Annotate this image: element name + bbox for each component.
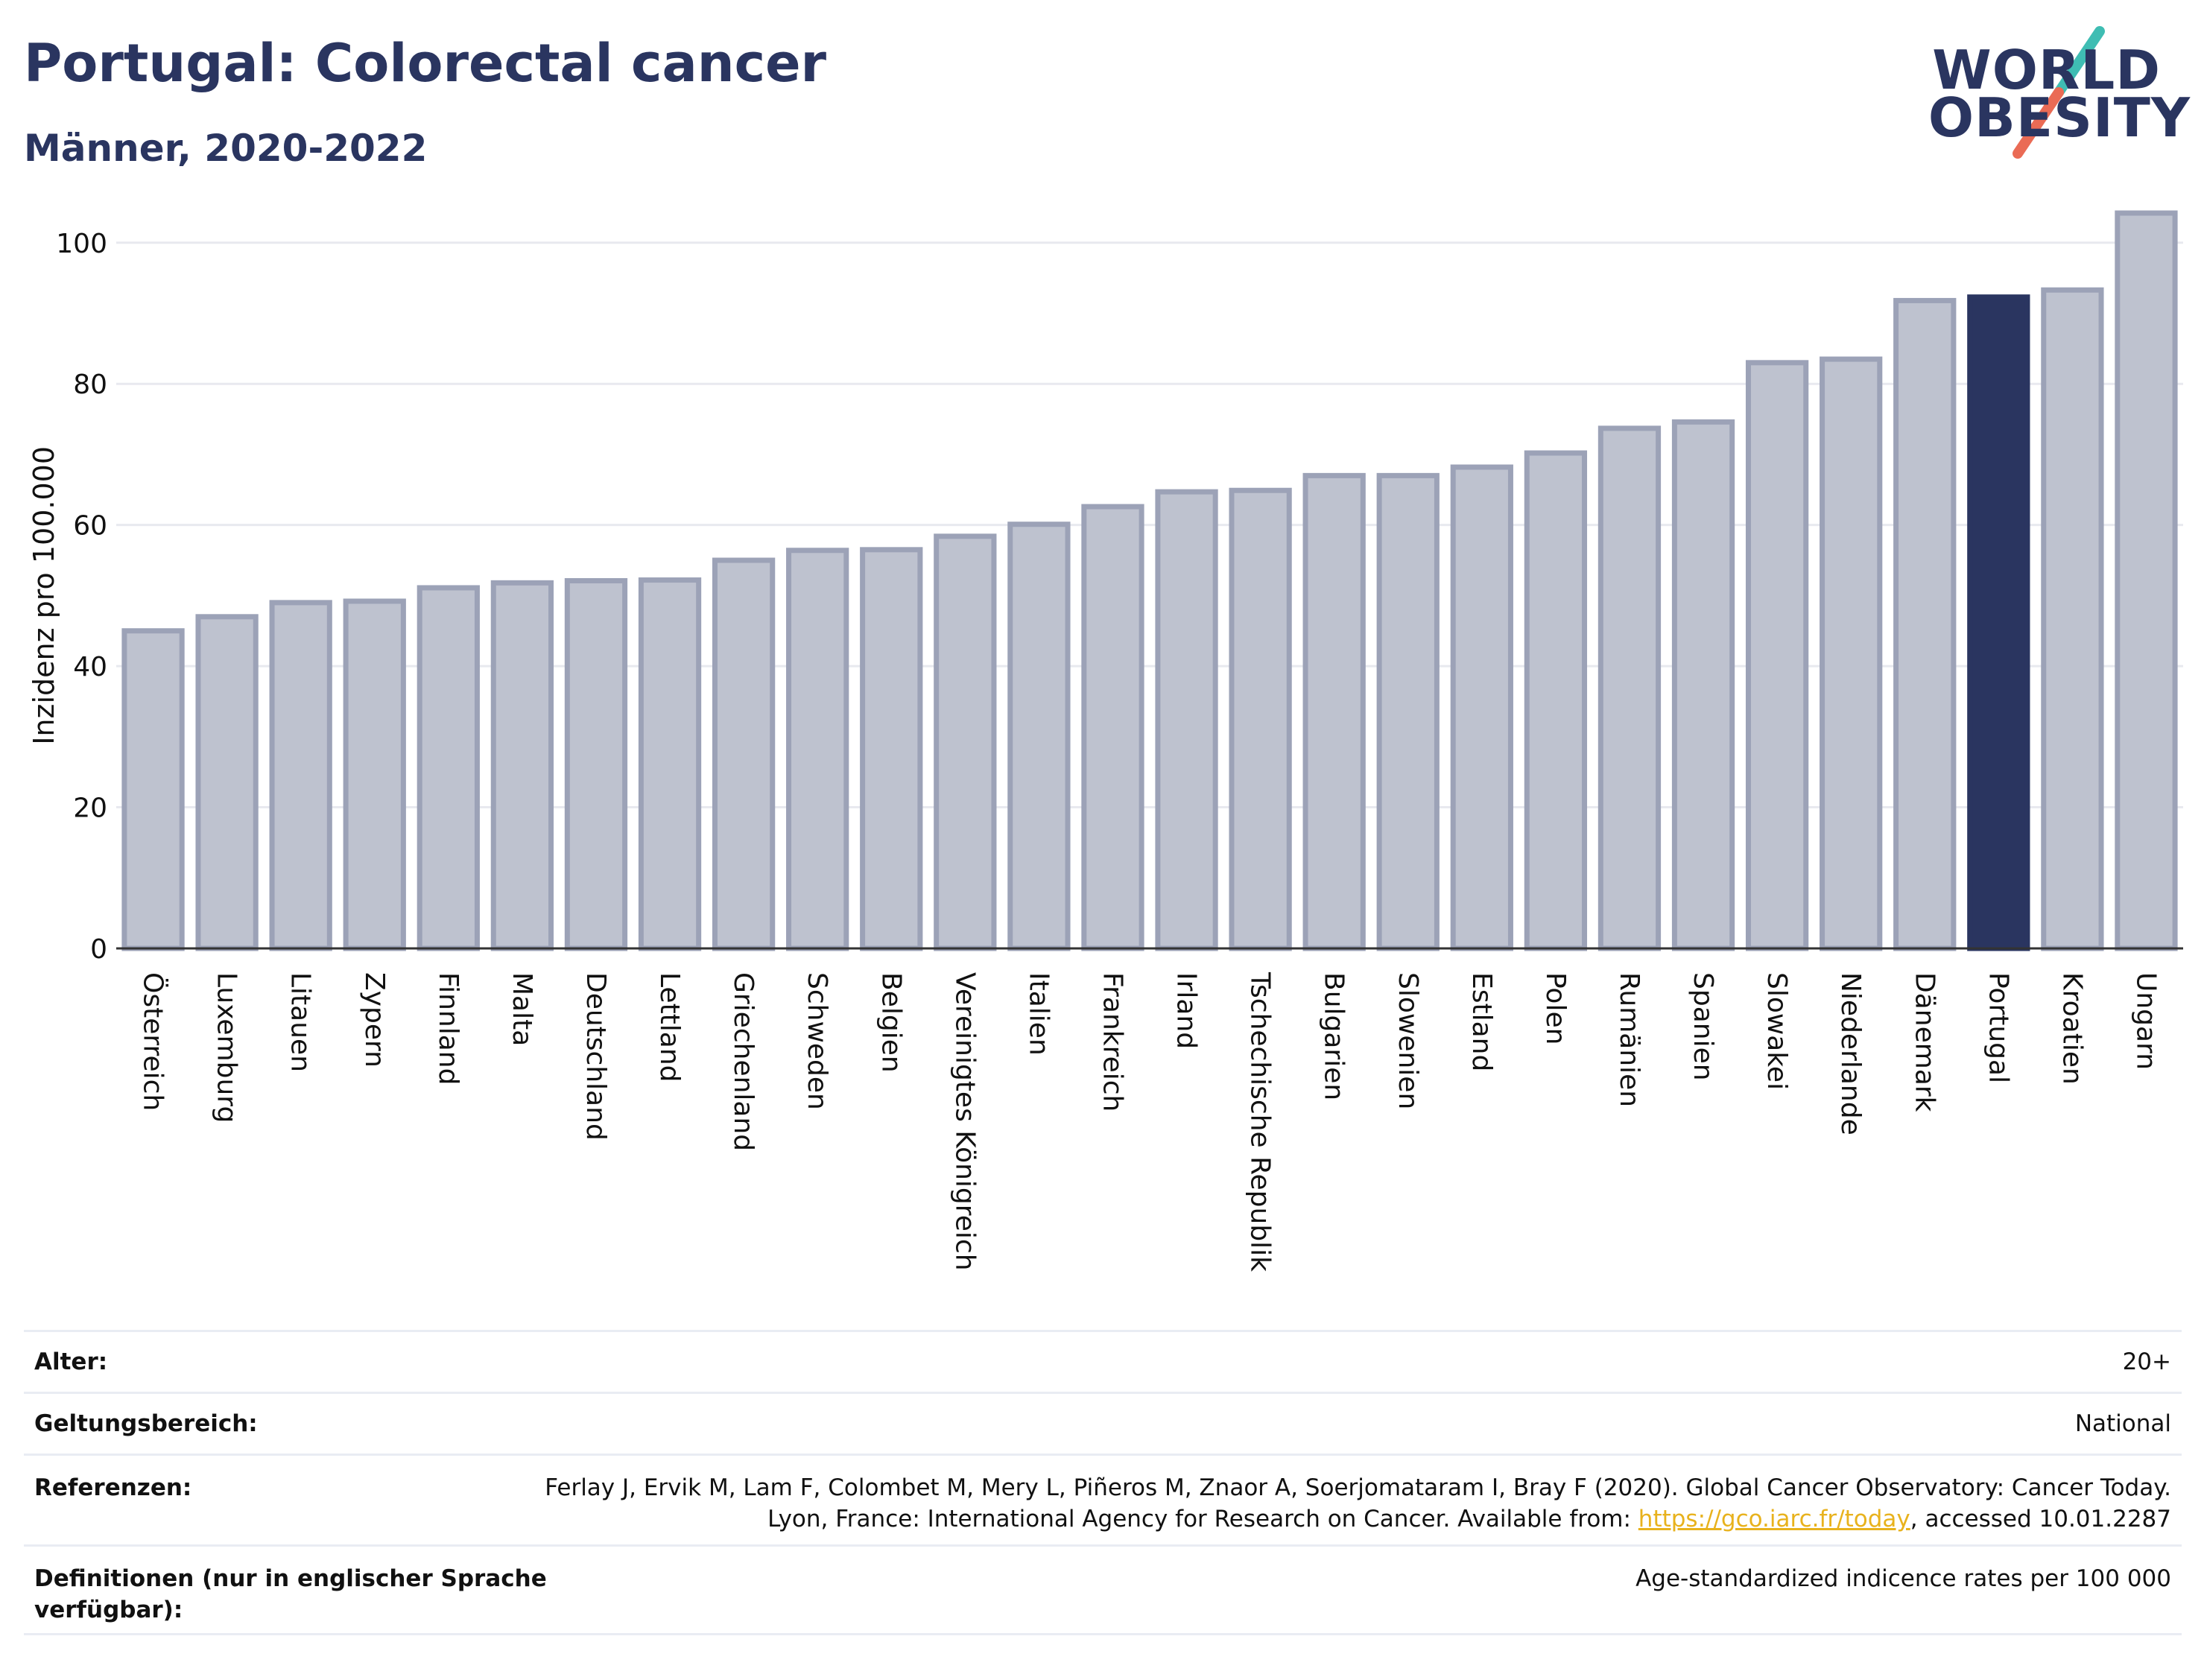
y-tick-label: 100 bbox=[56, 229, 107, 259]
reference-text: Ferlay J, Ervik M, Lam F, Colombet M, Me… bbox=[545, 1474, 2171, 1532]
y-axis-label: Inzidenz pro 100.000 bbox=[28, 446, 60, 745]
x-tick-label: Bulgarien bbox=[1319, 972, 1349, 1100]
x-tick-label: Deutschland bbox=[580, 972, 611, 1141]
meta-label-scope: Geltungsbereich: bbox=[34, 1410, 258, 1437]
x-tick-label: Italien bbox=[1023, 972, 1054, 1056]
bar bbox=[1967, 294, 2030, 951]
x-axis-ticks: Österreich Luxemburg Litauen Zypern Finnland… bbox=[138, 971, 2162, 1272]
bar bbox=[1745, 360, 1809, 951]
bar bbox=[343, 598, 406, 951]
bar bbox=[1376, 472, 1440, 951]
bar bbox=[269, 600, 332, 951]
x-tick-label: Frankreich bbox=[1097, 972, 1127, 1112]
bar bbox=[1671, 419, 1735, 951]
meta-label-definitions: Definitionen (nur in englischer Sprache … bbox=[34, 1565, 547, 1623]
bar bbox=[638, 577, 702, 951]
bars bbox=[121, 210, 2178, 951]
meta-label-references: Referenzen: bbox=[34, 1474, 192, 1501]
x-tick-label: Tschechische Republik bbox=[1245, 971, 1276, 1272]
bar bbox=[860, 547, 923, 951]
x-tick-label: Rumänien bbox=[1614, 972, 1644, 1107]
world-obesity-logo: WORLD OBESITY bbox=[1928, 22, 2191, 159]
meta-value-scope: National bbox=[2074, 1410, 2171, 1437]
meta-label-age: Alter: bbox=[34, 1348, 108, 1375]
x-tick-label: Ungarn bbox=[2130, 972, 2161, 1070]
bar bbox=[2041, 287, 2104, 951]
bar bbox=[712, 557, 776, 951]
bar bbox=[564, 577, 628, 951]
bar bbox=[2115, 210, 2178, 951]
chart-title: Portugal: Colorectal cancer bbox=[24, 33, 827, 94]
meta-row-scope: Geltungsbereich: National bbox=[24, 1392, 2182, 1454]
x-tick-label: Litauen bbox=[285, 972, 316, 1072]
x-tick-label: Finnland bbox=[433, 972, 463, 1085]
x-tick-label: Malta bbox=[507, 972, 537, 1046]
bar bbox=[786, 548, 849, 951]
x-tick-label: Spanien bbox=[1688, 972, 1718, 1081]
x-tick-label: Österreich bbox=[138, 972, 169, 1111]
bar bbox=[1081, 504, 1144, 951]
meta-value-age: 20+ bbox=[2122, 1348, 2171, 1375]
chart-subtitle: Männer, 2020-2022 bbox=[24, 127, 428, 170]
x-tick-label: Luxemburg bbox=[212, 972, 242, 1123]
bar bbox=[1155, 489, 1218, 951]
bar bbox=[1893, 297, 1957, 951]
y-axis-ticks: 0 20 40 60 80 100 bbox=[56, 229, 107, 965]
meta-row-references: Referenzen: Ferlay J, Ervik M, Lam F, Co… bbox=[24, 1454, 2182, 1544]
bar bbox=[1229, 487, 1292, 951]
bar bbox=[934, 533, 997, 951]
meta-value-definitions: Age-standardized indicence rates per 100… bbox=[1635, 1565, 2171, 1592]
bar bbox=[1007, 522, 1071, 951]
bar bbox=[1450, 464, 1513, 951]
metadata-table: Alter: 20+ Geltungsbereich: National Ref… bbox=[24, 1330, 2182, 1635]
x-tick-label: Griechenland bbox=[728, 972, 759, 1151]
meta-row-age: Alter: 20+ bbox=[24, 1330, 2182, 1392]
x-tick-label: Slowenien bbox=[1393, 972, 1423, 1109]
bar bbox=[1302, 472, 1366, 951]
bar bbox=[490, 580, 554, 951]
reference-accessed: , accessed 10.01.2287 bbox=[1910, 1506, 2171, 1532]
y-tick-label: 40 bbox=[73, 652, 107, 682]
x-tick-label: Lettland bbox=[654, 972, 685, 1083]
bar bbox=[195, 614, 259, 951]
y-tick-label: 0 bbox=[90, 934, 107, 965]
x-tick-label: Niederlande bbox=[1835, 972, 1866, 1135]
logo-text-obesity: OBESITY bbox=[1928, 86, 2191, 149]
bar bbox=[121, 628, 185, 951]
x-tick-label: Zypern bbox=[359, 972, 390, 1068]
x-tick-label: Schweden bbox=[802, 972, 832, 1110]
meta-row-definitions: Definitionen (nur in englischer Sprache … bbox=[24, 1544, 2182, 1635]
x-tick-label: Kroatien bbox=[2056, 972, 2087, 1085]
logo-text-world: WORLD bbox=[1932, 39, 2161, 101]
bar bbox=[1820, 356, 1883, 951]
x-tick-label: Estland bbox=[1466, 972, 1497, 1071]
y-tick-label: 60 bbox=[73, 511, 107, 542]
x-tick-label: Vereinigtes Königreich bbox=[949, 972, 980, 1271]
meta-value-references: Ferlay J, Ervik M, Lam F, Colombet M, Me… bbox=[532, 1472, 2171, 1535]
bar bbox=[417, 585, 480, 951]
reference-link[interactable]: https://gco.iarc.fr/today bbox=[1638, 1506, 1910, 1532]
bar bbox=[1597, 425, 1662, 951]
x-tick-label: Slowakei bbox=[1761, 972, 1792, 1090]
y-tick-label: 80 bbox=[73, 370, 107, 400]
x-tick-label: Polen bbox=[1540, 972, 1571, 1045]
x-tick-label: Dänemark bbox=[1909, 972, 1939, 1112]
x-tick-label: Irland bbox=[1171, 972, 1202, 1049]
bar bbox=[1524, 450, 1588, 951]
x-tick-label: Belgien bbox=[875, 972, 906, 1073]
x-tick-label: Portugal bbox=[1983, 972, 2013, 1083]
bar-chart: 0 20 40 60 80 100 Österreich Luxemburg Litauen Z… bbox=[28, 210, 2183, 1272]
y-tick-label: 20 bbox=[73, 793, 107, 824]
logo-slash-icon bbox=[2013, 26, 2105, 159]
